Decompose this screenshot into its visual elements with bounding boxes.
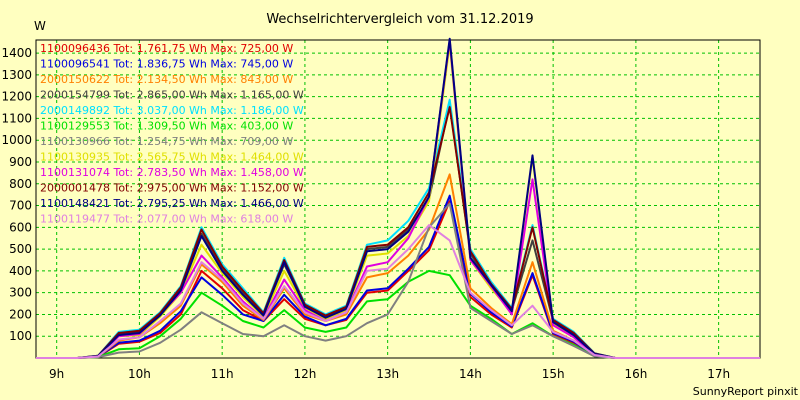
- y-tick-label: 1200: [1, 90, 32, 104]
- y-tick-label: 100: [9, 329, 32, 343]
- x-tick-label: 17h: [707, 367, 730, 381]
- x-tick-label: 9h: [49, 367, 64, 381]
- x-tick-label: 13h: [376, 367, 399, 381]
- legend-entry-6: 1100129553 Tot: 1.309,50 Wh Max: 403,00 …: [40, 120, 293, 133]
- y-tick-label: 500: [9, 242, 32, 256]
- legend-entry-9: 1100131074 Tot: 2.783,50 Wh Max: 1.458,0…: [40, 166, 304, 179]
- x-tick-label: 16h: [624, 367, 647, 381]
- legend-entry-7: 1100130966 Tot: 1.254,75 Wh Max: 709,00 …: [40, 135, 293, 148]
- footer-credit: SunnyReport pinxit: [693, 385, 799, 398]
- legend-entry-1: 1100096436 Tot: 1.761,75 Wh Max: 725,00 …: [40, 42, 293, 55]
- series-line-12: [36, 224, 760, 359]
- y-tick-label: 600: [9, 220, 32, 234]
- series-lines: [36, 37, 760, 359]
- y-tick-label: 1100: [1, 111, 32, 125]
- x-tick-label: 11h: [211, 367, 234, 381]
- legend-entry-12: 1100119477 Tot: 2.077,00 Wh Max: 618,00 …: [40, 213, 293, 226]
- axes: 100 200 300 400 500 600 700 800 900 1000 1100 1200 1…: [1, 39, 761, 381]
- x-tick-label: 12h: [293, 367, 316, 381]
- x-tick-label: 14h: [459, 367, 482, 381]
- legend-entry-3: 2000150622 Tot: 2.134,50 Wh Max: 843,00 …: [40, 73, 293, 86]
- x-tick-label: 15h: [542, 367, 565, 381]
- legend-entry-4: 2000154799 Tot: 2.865,00 Wh Max: 1.165,0…: [40, 89, 304, 102]
- y-tick-label: 1300: [1, 68, 32, 82]
- y-tick-label: 1000: [1, 133, 32, 147]
- legend-entry-8: 1100130935 Tot: 2.565,75 Wh Max: 1.464,0…: [40, 151, 304, 164]
- y-tick-label: 800: [9, 177, 32, 191]
- legend-entry-11: 1100148421 Tot: 2.795,25 Wh Max: 1.466,0…: [40, 197, 304, 210]
- y-tick-label: 900: [9, 155, 32, 169]
- legend-entry-10: 2000001478 Tot: 2.975,00 Wh Max: 1.152,0…: [40, 182, 304, 195]
- y-tick-label: 700: [9, 199, 32, 213]
- y-tick-label: 300: [9, 286, 32, 300]
- chart-title: Wechselrichtervergleich vom 31.12.2019: [266, 12, 533, 27]
- legend: 1100096436 Tot: 1.761,75 Wh Max: 725,00 …: [40, 42, 304, 226]
- y-tick-label: 1400: [1, 46, 32, 60]
- legend-entry-2: 1100096541 Tot: 1.836,75 Wh Max: 745,00 …: [40, 58, 293, 71]
- y-axis-unit-label: W: [34, 19, 46, 33]
- plot-frame: [35, 39, 761, 359]
- legend-entry-5: 2000149892 Tot: 3.037,00 Wh Max: 1.186,0…: [40, 104, 304, 117]
- y-tick-label: 200: [9, 307, 32, 321]
- y-tick-label: 400: [9, 264, 32, 278]
- x-tick-label: 10h: [128, 367, 151, 381]
